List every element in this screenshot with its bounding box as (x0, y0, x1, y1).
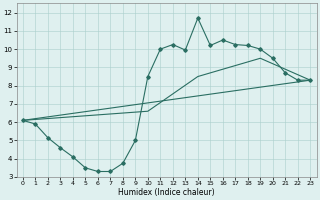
X-axis label: Humidex (Indice chaleur): Humidex (Indice chaleur) (118, 188, 215, 197)
